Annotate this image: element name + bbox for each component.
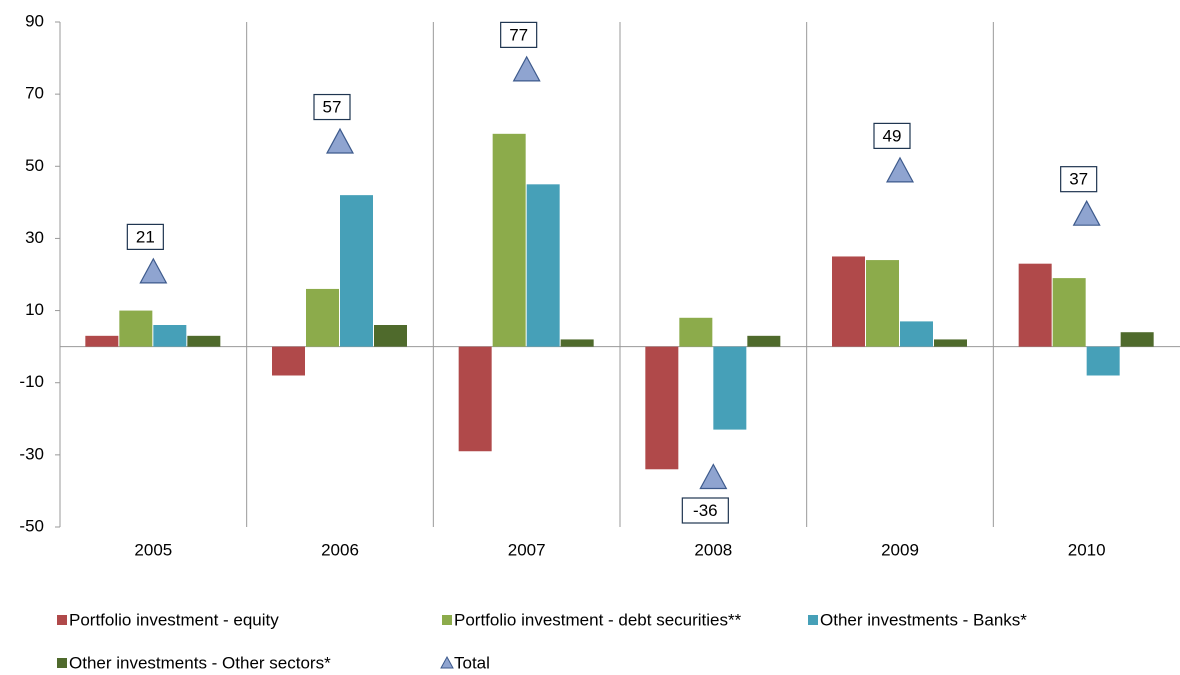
total-label-box [500,21,538,48]
y-tick-label: -50 [19,516,44,535]
total-label: 37 [1069,170,1088,189]
total-marker [139,257,168,284]
bar [747,335,781,347]
bar [374,325,407,347]
bar [85,335,119,347]
legend-swatch [57,615,67,625]
bar [900,321,933,347]
bar [1086,346,1120,376]
legend-label: Other investments - Banks* [820,610,1027,629]
bar [492,133,526,347]
total-label-box [873,122,911,149]
total-marker [325,127,355,154]
total-label-box [1060,166,1098,193]
bar [1120,332,1154,347]
bar [306,288,339,347]
bar [560,339,594,347]
total-label: 49 [883,126,902,145]
bar [458,346,492,452]
total-label-box [681,497,729,524]
legend-swatch [442,615,452,625]
bar [866,260,899,347]
bar [645,346,679,470]
y-tick-label: 50 [25,156,44,175]
bar [1018,263,1052,347]
y-tick-label: -10 [19,372,44,391]
legend-label: Total [454,653,490,672]
legend-label: Other investments - Other sectors* [69,653,331,672]
total-marker [885,156,915,183]
total-marker [1072,199,1101,226]
total-label: 77 [509,25,528,44]
x-tick-label: 2010 [1068,540,1106,559]
legend-label: Portfolio investment - debt securities** [454,610,742,629]
bar [340,195,373,347]
bar [119,310,153,347]
bar [272,346,305,376]
y-tick-label: 10 [25,300,44,319]
y-tick-label: -30 [19,444,44,463]
y-tick-label: 90 [25,11,44,30]
bar [153,325,187,347]
x-tick-label: 2008 [694,540,732,559]
bar [526,184,560,347]
total-label-box [313,93,351,121]
y-tick-label: 70 [25,84,44,103]
bar [187,335,221,347]
total-label-box [126,223,164,250]
legend-swatch [440,655,454,669]
x-tick-label: 2009 [881,540,919,559]
legend-label: Portfolio investment - equity [69,610,279,629]
bar [713,346,747,430]
total-marker [699,463,728,490]
total-label: 57 [323,98,342,117]
bar [832,256,865,347]
x-tick-label: 2006 [321,540,359,559]
x-tick-label: 2005 [134,540,172,559]
total-label: -36 [693,501,718,520]
legend-swatch [57,658,67,668]
total-marker [512,55,541,82]
bar [934,339,967,347]
legend-swatch [808,615,818,625]
total-label: 21 [136,227,155,246]
bar [679,317,713,347]
x-tick-label: 2007 [508,540,546,559]
y-tick-label: 30 [25,228,44,247]
bar [1052,278,1086,347]
